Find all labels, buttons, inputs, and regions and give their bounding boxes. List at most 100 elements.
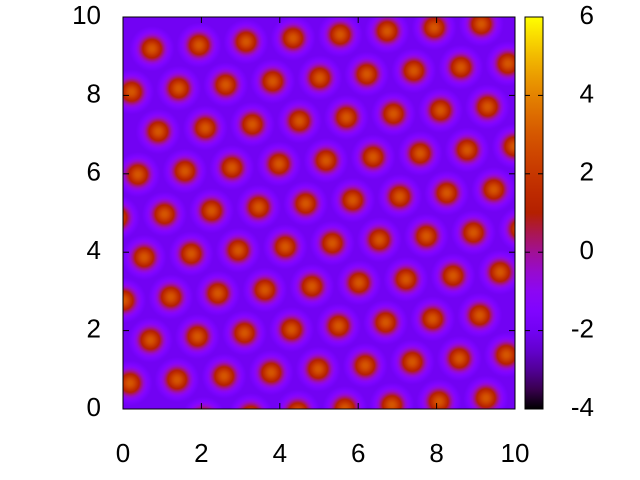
heatmap-peak [135, 108, 182, 155]
heatmap-peak [123, 69, 155, 115]
y-tick-label: 8 [87, 78, 101, 108]
heatmap-peak [329, 177, 376, 223]
heatmap-peak [417, 87, 464, 134]
colorbar-tick-label: -2 [571, 313, 594, 343]
heatmap-peak [176, 22, 222, 68]
colorbar-tick-label: 0 [580, 235, 594, 265]
heatmap-peak [162, 148, 208, 194]
y-tick-label: 6 [87, 157, 101, 187]
x-tick-label: 6 [351, 438, 365, 468]
y-tick-label: 4 [87, 235, 101, 265]
heatmap-peak [123, 195, 141, 240]
heatmap-peak [123, 151, 161, 198]
heatmap-peak [344, 51, 390, 97]
heatmap-peak [362, 299, 409, 346]
heatmap-peak [497, 207, 515, 252]
heatmap-peak [342, 342, 388, 389]
heatmap-peak [416, 378, 462, 409]
heatmap-peak [430, 252, 476, 299]
heatmap-peak [235, 184, 282, 230]
heatmap-peak [389, 339, 436, 385]
heatmap-peak [282, 180, 329, 227]
heatmap-peak [268, 306, 315, 353]
heatmap-peak [364, 17, 410, 54]
heatmap-peak [322, 385, 368, 409]
heatmap-peak [270, 17, 316, 61]
heatmap-peak [370, 91, 417, 137]
heatmap-peak [471, 166, 515, 213]
heatmap-peak [336, 260, 382, 306]
plot-area [123, 17, 515, 409]
heatmap-peak [275, 389, 321, 409]
heatmap-peak [223, 18, 269, 65]
heatmap-peak [438, 44, 484, 90]
y-tick-label: 10 [72, 0, 101, 30]
heatmap-peak [148, 274, 194, 320]
heatmap-peak [129, 26, 175, 72]
heatmap-peak [377, 173, 423, 220]
heatmap-peak [168, 231, 214, 277]
heatmap-peak [188, 187, 235, 234]
heatmap-peak [202, 62, 249, 108]
heatmap-peak [411, 17, 457, 51]
x-tick-label: 4 [273, 438, 287, 468]
heatmap-peak [456, 292, 503, 339]
heatmap-peak [383, 256, 429, 302]
heatmap-peak [463, 375, 509, 409]
heatmap-peak [436, 335, 483, 382]
heatmap-peak [444, 127, 490, 173]
plot-frame [122, 16, 516, 410]
heatmap-peak [315, 303, 362, 349]
heatmap-peak [369, 382, 415, 409]
heatmap-peak [229, 101, 276, 148]
heatmap-peak [491, 123, 515, 170]
heatmap-peak [123, 234, 167, 281]
x-tick-label: 0 [116, 438, 130, 468]
colorbar-tick-label: 4 [580, 78, 594, 108]
heatmap-peak [221, 310, 268, 356]
heatmap-peak [356, 216, 403, 263]
heatmap-peak [289, 263, 335, 310]
heatmap-peak [209, 144, 255, 191]
x-tick-label: 2 [194, 438, 208, 468]
heatmap-peak [485, 40, 515, 87]
heatmap-peak [195, 270, 241, 317]
heatmap-peak [276, 98, 323, 144]
heatmap-peak [483, 332, 515, 378]
colorbar-tick-label: 6 [580, 0, 594, 30]
heatmap-peak [250, 58, 296, 105]
heatmap-peak [141, 191, 188, 237]
heatmap-peak [154, 356, 200, 403]
colorbar-tick-label: -4 [571, 392, 594, 422]
heatmap-peak [248, 349, 294, 396]
heatmap-peak [464, 84, 511, 130]
heatmap-peak [256, 141, 302, 187]
heatmap-peak [458, 17, 505, 47]
heatmap-peak [183, 396, 225, 409]
heatmap-peak [424, 170, 470, 216]
heatmap-peak [215, 227, 261, 273]
heatmap-peak [229, 392, 273, 409]
heatmap-peak [317, 17, 363, 58]
heatmap-peak [450, 209, 497, 256]
colorbar-tick-label: 2 [580, 157, 594, 187]
heatmap-peak [201, 353, 247, 399]
y-tick-label: 2 [87, 313, 101, 343]
heatmap-peak [295, 346, 341, 392]
heatmap-peak [391, 47, 437, 94]
heatmap-peak [297, 55, 343, 101]
heatmap-peak [477, 249, 515, 295]
heatmap-peak [350, 134, 396, 180]
heatmap-peak [409, 296, 456, 342]
heatmap-peak [123, 277, 147, 324]
heatmap-peak [182, 105, 229, 151]
heatmap-peak [127, 317, 174, 363]
heatmap-peak [309, 220, 356, 266]
heatmap-peak [303, 137, 349, 184]
y-tick-label: 0 [87, 392, 101, 422]
heatmap-peak [242, 267, 288, 313]
heatmap-peak [323, 94, 370, 141]
heatmap-peak [262, 223, 309, 270]
heatmap-peak [397, 130, 443, 177]
